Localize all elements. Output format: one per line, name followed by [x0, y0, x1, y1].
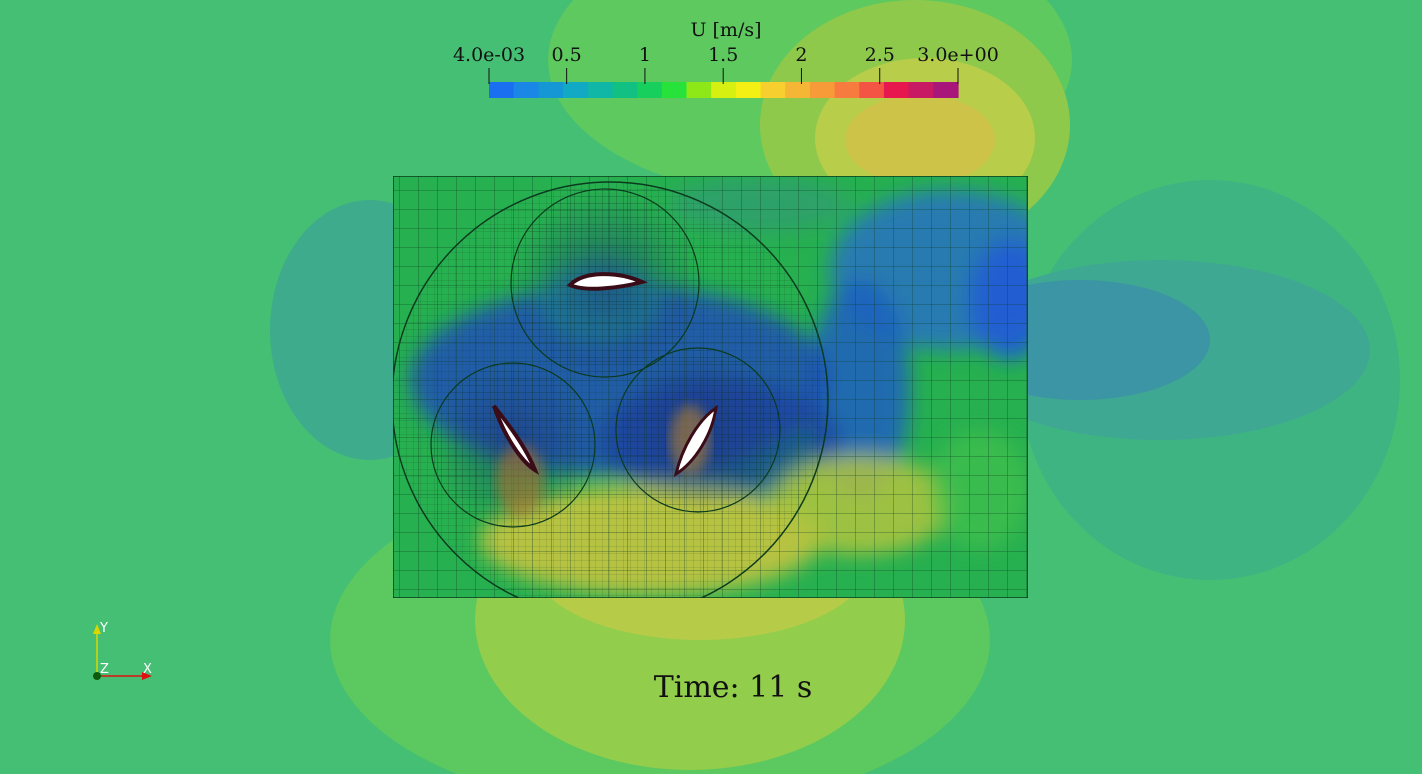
- colorbar-segment: [513, 82, 539, 98]
- colorbar-segment: [686, 82, 712, 98]
- y-axis-arrow: [93, 624, 101, 634]
- colorbar-segment: [735, 82, 762, 98]
- orientation-axes: [93, 624, 152, 680]
- colorbar-segment: [612, 82, 638, 98]
- colorbar-segment: [834, 82, 860, 98]
- colorbar-segment: [908, 82, 934, 98]
- colorbar-segment: [760, 82, 786, 98]
- y-axis-label: Y: [100, 621, 108, 636]
- colorbar-tick-label: 2.5: [864, 44, 895, 66]
- colorbar-segment: [859, 82, 885, 98]
- z-axis-label: Z: [100, 662, 109, 677]
- x-axis-label: X: [143, 662, 152, 677]
- colorbar-segment: [785, 82, 811, 98]
- colorbar-segment: [489, 82, 515, 98]
- colorbar-segment: [711, 82, 737, 98]
- colorbar-segment: [933, 82, 959, 98]
- x-axis-arrow: [142, 672, 152, 680]
- colorbar-segment: [587, 82, 614, 98]
- airfoil-blades: [492, 272, 718, 478]
- colorbar-segment: [538, 82, 564, 98]
- colorbar-segment: [661, 82, 688, 98]
- colorbar-tick-label: 0.5: [551, 44, 582, 66]
- colorbar-segment: [809, 82, 836, 98]
- colorbar-tick-label: 2: [795, 44, 808, 66]
- colorbar-tick-label: 1.5: [708, 44, 739, 66]
- colorbar-title: U [m/s]: [690, 19, 762, 41]
- colorbar-segment: [637, 82, 663, 98]
- colorbar-tick-label: 4.0e-03: [452, 44, 526, 66]
- z-axis-dot: [93, 672, 101, 680]
- colorbar-segment: [883, 82, 910, 98]
- mesh-domain: [393, 176, 1028, 598]
- time-label: Time: 11 s: [653, 670, 813, 705]
- colorbar-tick-label: 3.0e+00: [917, 44, 999, 66]
- colorbar-tick-label: 1: [638, 44, 651, 66]
- colorbar-segment: [563, 82, 589, 98]
- colorbar: [488, 68, 959, 98]
